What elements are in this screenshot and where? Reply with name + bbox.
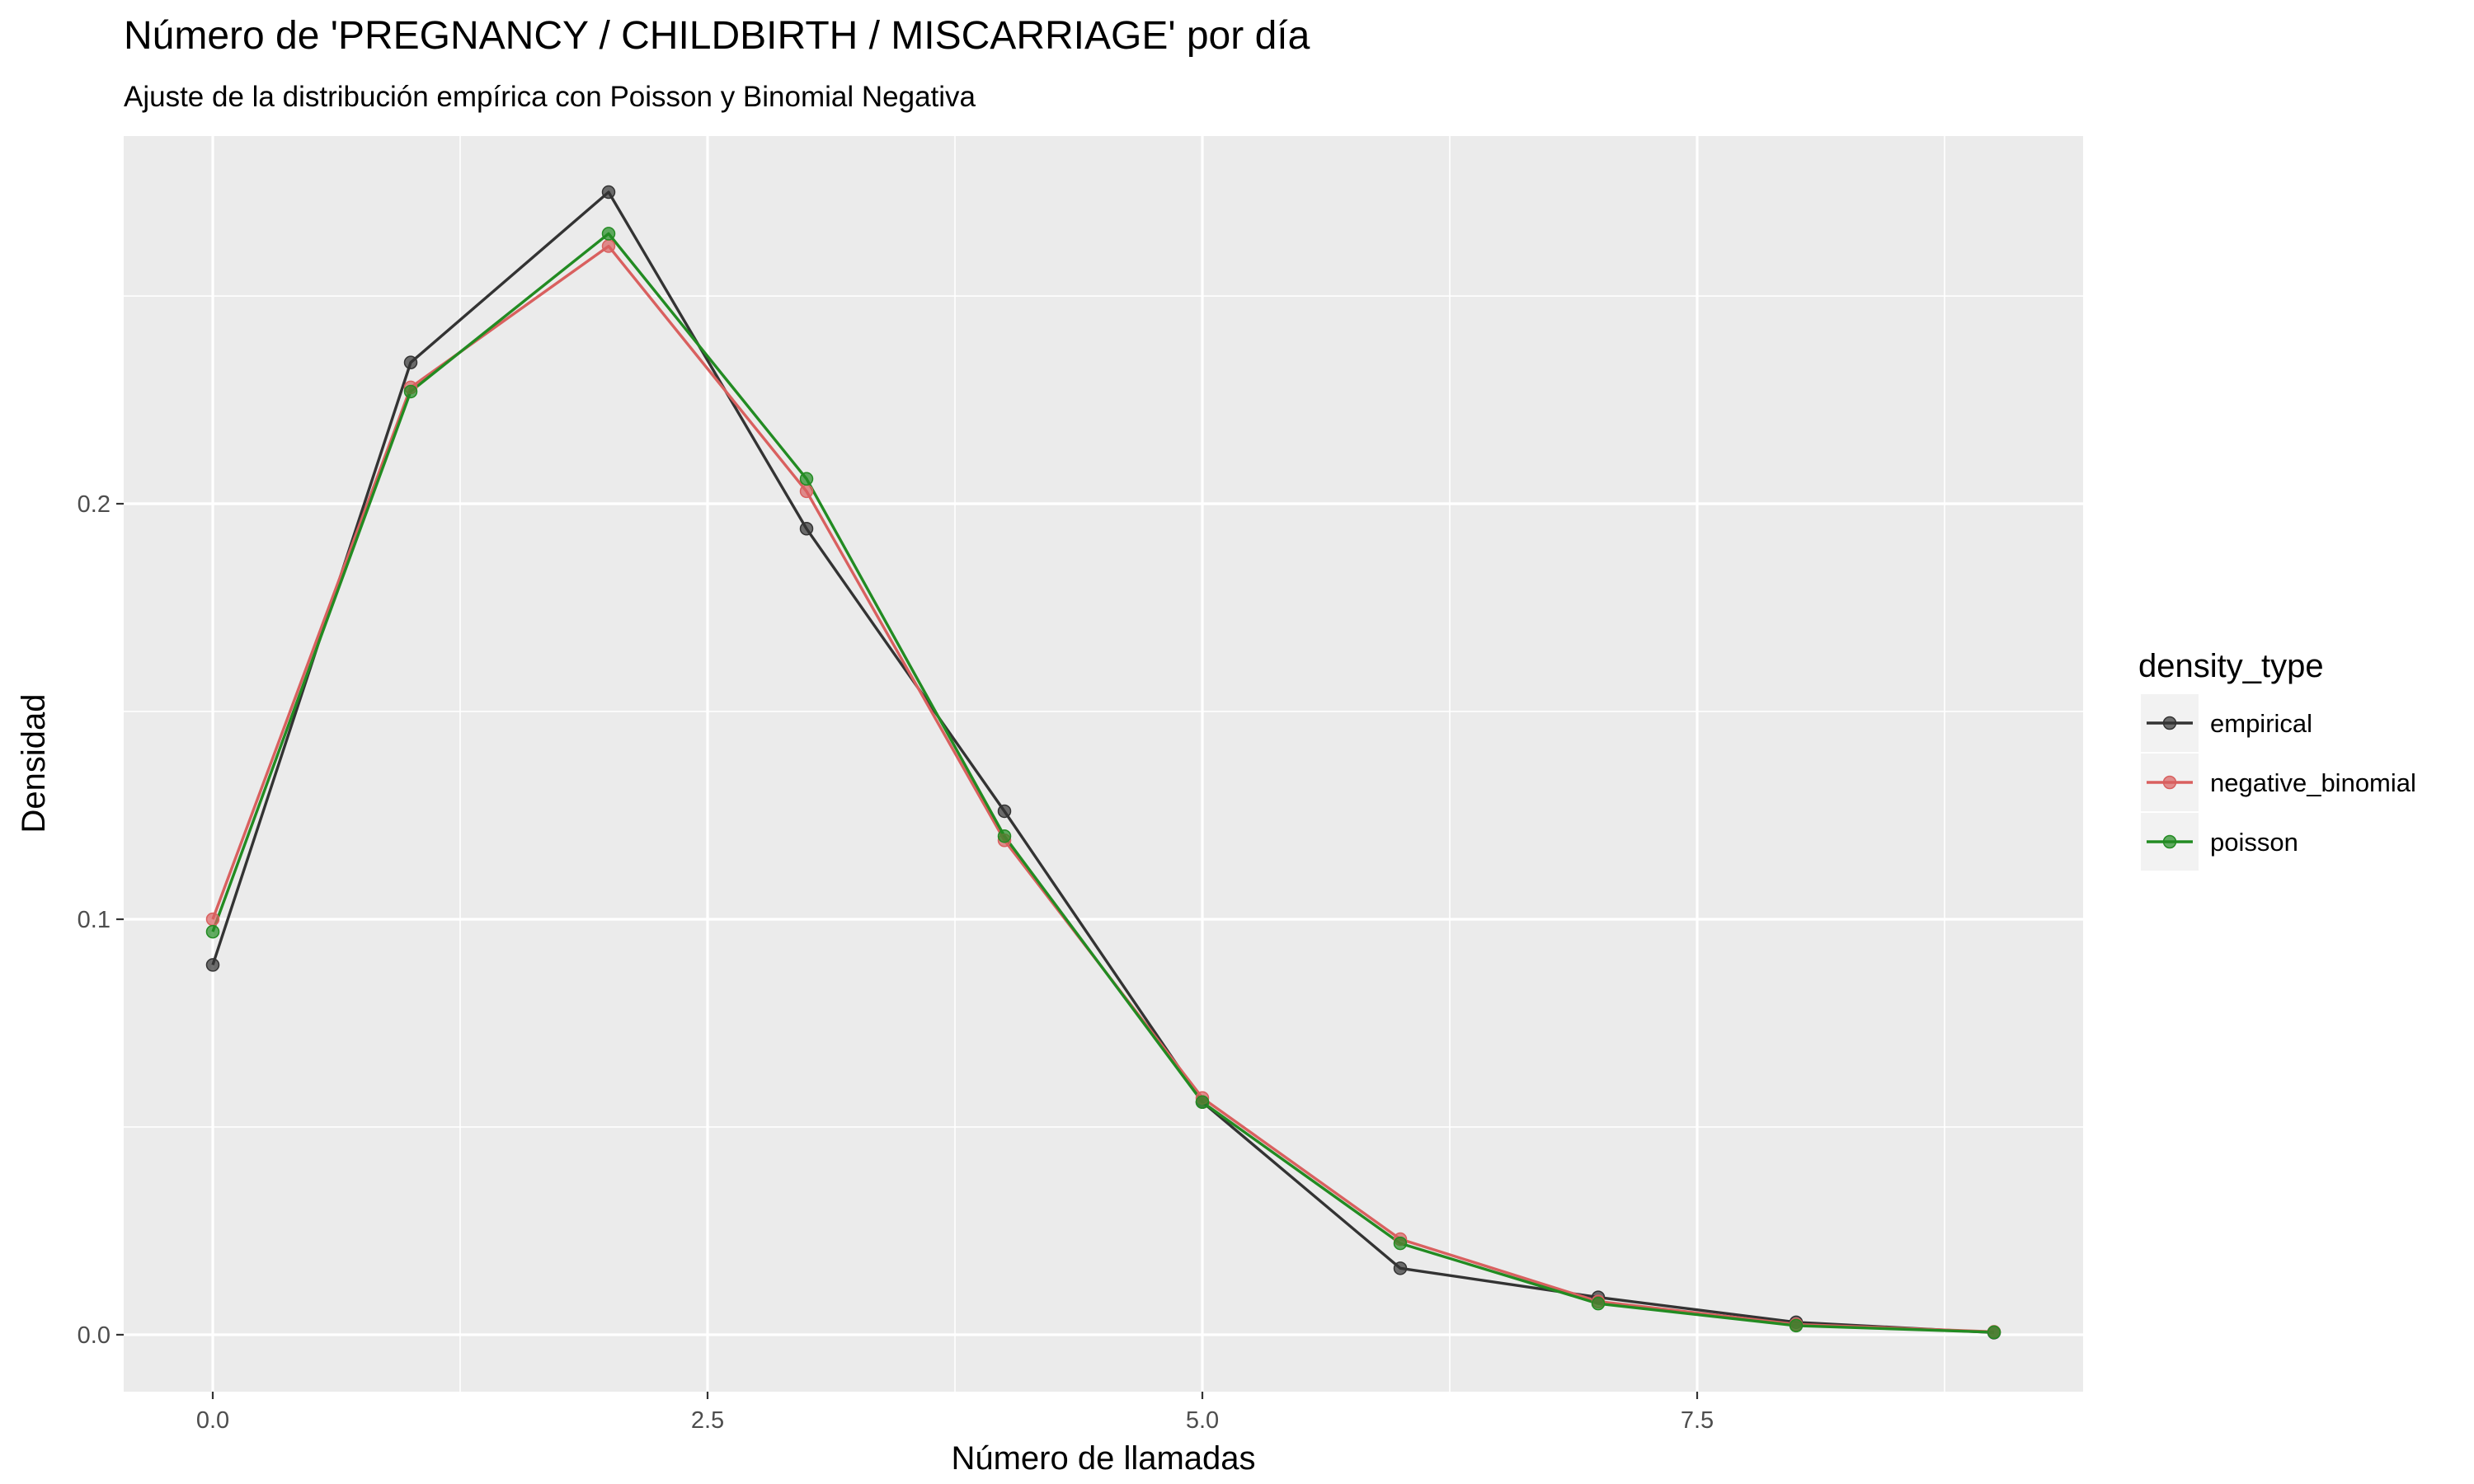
- y-axis-title: Densidad: [16, 693, 52, 833]
- legend-key-point: [2162, 775, 2177, 790]
- legend-item-poisson: poisson: [2141, 813, 2298, 871]
- x-tick-label: 5.0: [1186, 1407, 1219, 1434]
- data-point-poisson: [601, 227, 616, 241]
- data-point-empirical: [1393, 1261, 1408, 1275]
- data-point-poisson: [1987, 1325, 2001, 1340]
- series-points: [205, 185, 2001, 1340]
- grid-major: [124, 136, 2083, 1392]
- legend-label: poisson: [2210, 828, 2298, 857]
- x-tick-label: 2.5: [691, 1407, 724, 1434]
- legend-label: negative_binomial: [2210, 768, 2416, 797]
- data-point-negative-binomial: [601, 239, 616, 253]
- data-point-poisson: [799, 472, 814, 486]
- y-tick-label: 0.0: [78, 1322, 111, 1349]
- data-point-empirical: [403, 355, 418, 369]
- data-point-poisson: [997, 829, 1012, 843]
- x-tick-label: 0.0: [196, 1407, 229, 1434]
- legend-label: empirical: [2210, 709, 2312, 738]
- plot-panel: [124, 136, 2083, 1392]
- data-point-poisson: [205, 924, 220, 939]
- legend-item-empirical: empirical: [2141, 694, 2312, 752]
- legend-item-negative-binomial: negative_binomial: [2141, 754, 2416, 811]
- data-point-poisson: [1789, 1318, 1804, 1333]
- series-lines: [211, 190, 1995, 1335]
- data-point-negative-binomial: [799, 484, 814, 499]
- legend-key-point: [2162, 834, 2177, 849]
- grid-minor: [124, 136, 2083, 1392]
- data-point-poisson: [403, 384, 418, 399]
- data-point-empirical: [601, 185, 616, 200]
- x-tick-label: 7.5: [1681, 1407, 1714, 1434]
- chart-title: Número de 'PREGNANCY / CHILDBIRTH / MISC…: [124, 14, 1310, 58]
- data-point-poisson: [1195, 1095, 1210, 1109]
- data-point-negative-binomial: [205, 912, 220, 927]
- data-point-empirical: [799, 522, 814, 536]
- y-tick-label: 0.2: [78, 491, 111, 518]
- y-tick-label: 0.1: [78, 907, 111, 933]
- data-point-empirical: [205, 958, 220, 972]
- data-point-poisson: [1591, 1296, 1606, 1311]
- series-line-empirical: [211, 190, 1995, 1335]
- series-line-poisson: [211, 232, 1995, 1334]
- y-axis: 0.0 0.1 0.2: [78, 491, 124, 1349]
- data-point-poisson: [1393, 1236, 1408, 1251]
- legend: density_type empirical negative_binomialp…: [2138, 648, 2416, 871]
- x-axis: 0.0 2.5 5.0 7.5: [196, 1392, 1714, 1434]
- chart-subtitle: Ajuste de la distribución empírica con P…: [124, 81, 976, 113]
- x-axis-title: Número de llamadas: [951, 1440, 1255, 1477]
- legend-key-point: [2162, 716, 2177, 730]
- data-point-empirical: [997, 804, 1012, 819]
- legend-title: density_type: [2138, 648, 2324, 684]
